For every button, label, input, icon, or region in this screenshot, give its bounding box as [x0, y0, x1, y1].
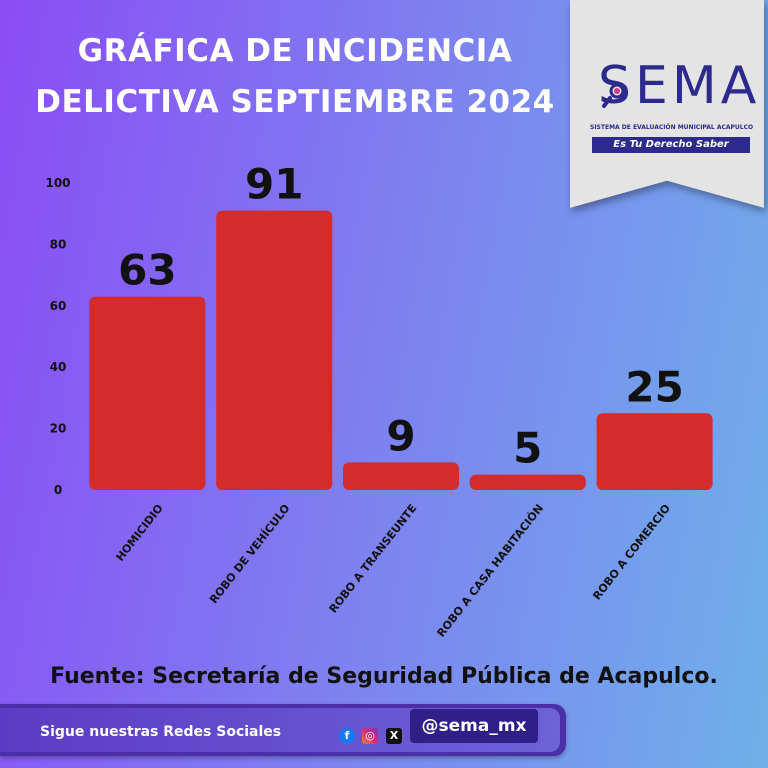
logo-slogan: Es Tu Derecho Saber — [592, 137, 750, 153]
data-label: 9 — [386, 411, 415, 460]
logo-badge: SEMA SISTEMA DE EVALUACIÓN MUNICIPAL ACA… — [566, 0, 768, 232]
follow-text: Sigue nuestras Redes Sociales — [40, 724, 282, 740]
y-tick-label: 60 — [50, 299, 67, 313]
y-tick-label: 80 — [50, 237, 67, 251]
magnifier-person-icon — [602, 83, 625, 108]
y-tick-label: 0 — [54, 483, 62, 497]
bar — [216, 210, 333, 490]
x-tick-label: ROBO A TRANSEUNTE — [327, 502, 420, 616]
social-handle: @sema_mx — [421, 716, 527, 736]
title-line-2: DELICTIVA SEPTIEMBRE 2024 — [35, 84, 555, 120]
x-tick-label: ROBO DE VEHÍCULO — [207, 502, 292, 606]
bar — [89, 296, 206, 490]
data-label: 25 — [625, 362, 683, 411]
bar — [343, 462, 459, 490]
bar-chart: 0 20 40 60 80 100 63 91 9 5 25 HOMICIDIO ROBO DE V… — [45, 160, 713, 640]
y-tick-label: 20 — [50, 422, 67, 436]
bar — [469, 474, 586, 490]
handle-box[interactable]: @sema_mx — [410, 709, 538, 743]
instagram-icon[interactable]: ◎ — [362, 728, 378, 744]
source-note: Fuente: Secretaría de Seguridad Pública … — [50, 664, 718, 689]
data-label: 91 — [245, 160, 303, 209]
title-line-1: GRÁFICA DE INCIDENCIA — [77, 33, 513, 69]
data-label: 63 — [118, 246, 176, 295]
x-tick-label: ROBO A COMERCIO — [590, 502, 673, 603]
x-icon[interactable]: X — [386, 728, 402, 744]
data-label: 5 — [513, 424, 542, 473]
x-tick-label: ROBO A CASA HABITACIÓN — [435, 502, 547, 640]
y-tick-label: 100 — [45, 176, 70, 190]
logo-subtitle: SISTEMA DE EVALUACIÓN MUNICIPAL ACAPULCO — [590, 124, 754, 131]
y-tick-label: 40 — [50, 360, 67, 374]
facebook-icon[interactable]: f — [339, 728, 355, 744]
logo-name: SEMA — [598, 56, 761, 116]
bar — [596, 413, 713, 490]
social-footer: Sigue nuestras Redes Sociales f ◎ X — [0, 704, 566, 756]
x-tick-label: HOMICIDIO — [113, 502, 165, 564]
chart-title: GRÁFICA DE INCIDENCIA DELICTIVA SEPTIEMB… — [20, 26, 570, 128]
